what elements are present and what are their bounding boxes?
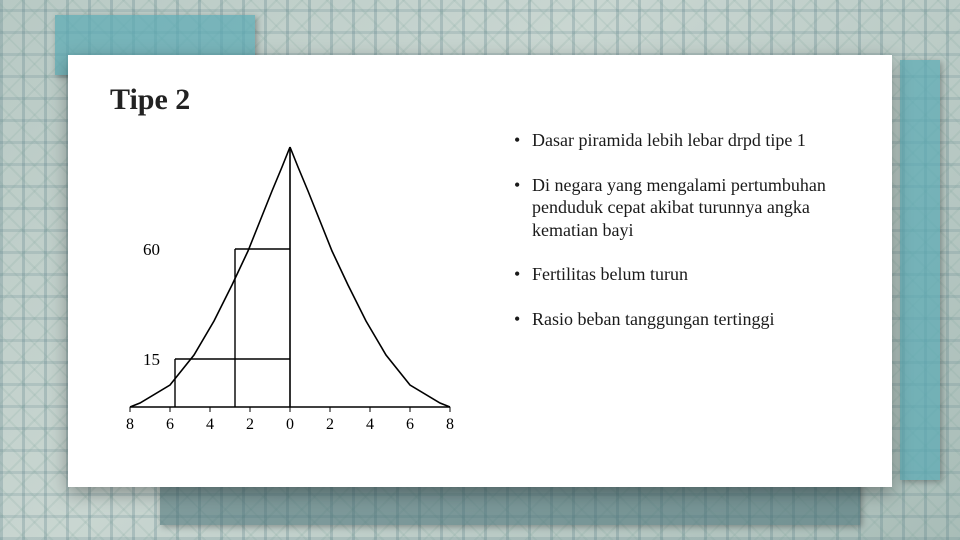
svg-text:4: 4 — [366, 416, 374, 433]
svg-text:8: 8 — [446, 416, 454, 433]
accent-box-right — [900, 60, 940, 480]
slide-card: Tipe 2 8 6 4 2 0 2 4 6 8 60 15 Dasar piramida lebi… — [68, 55, 892, 487]
bullet-item: Rasio beban tanggungan tertinggi — [514, 308, 850, 331]
pyramid-chart: 8 6 4 2 0 2 4 6 8 60 15 — [110, 127, 470, 447]
bullet-item: Dasar piramida lebih lebar drpd tipe 1 — [514, 129, 850, 152]
svg-text:8: 8 — [126, 416, 134, 433]
bullet-list: Dasar piramida lebih lebar drpd tipe 1 D… — [514, 129, 850, 330]
slide-title: Tipe 2 — [110, 83, 850, 117]
svg-text:6: 6 — [406, 416, 414, 433]
svg-text:60: 60 — [143, 240, 160, 259]
svg-text:6: 6 — [166, 416, 174, 433]
chart-column: 8 6 4 2 0 2 4 6 8 60 15 — [110, 127, 490, 447]
svg-text:4: 4 — [206, 416, 214, 433]
bullet-item: Di negara yang mengalami pertumbuhan pen… — [514, 174, 850, 242]
svg-text:0: 0 — [286, 416, 294, 433]
svg-text:15: 15 — [143, 350, 160, 369]
bullet-item: Fertilitas belum turun — [514, 263, 850, 286]
slide-content: 8 6 4 2 0 2 4 6 8 60 15 Dasar piramida lebih lebar… — [110, 127, 850, 447]
bullets-column: Dasar piramida lebih lebar drpd tipe 1 D… — [514, 127, 850, 352]
svg-text:2: 2 — [326, 416, 334, 433]
svg-text:2: 2 — [246, 416, 254, 433]
